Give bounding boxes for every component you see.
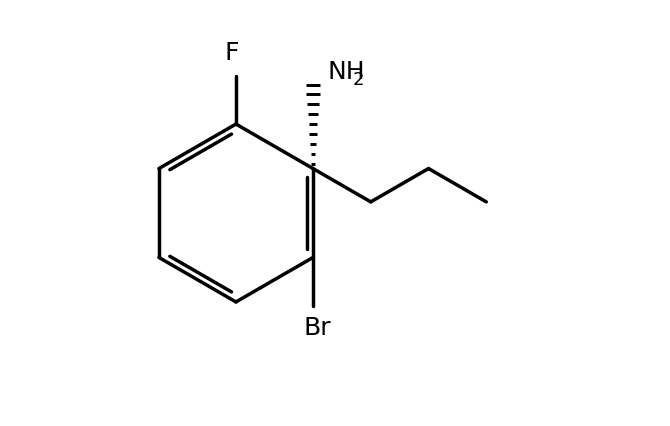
Text: NH: NH: [327, 60, 364, 83]
Text: F: F: [224, 41, 239, 66]
Text: 2: 2: [352, 72, 364, 89]
Text: Br: Br: [304, 316, 331, 340]
